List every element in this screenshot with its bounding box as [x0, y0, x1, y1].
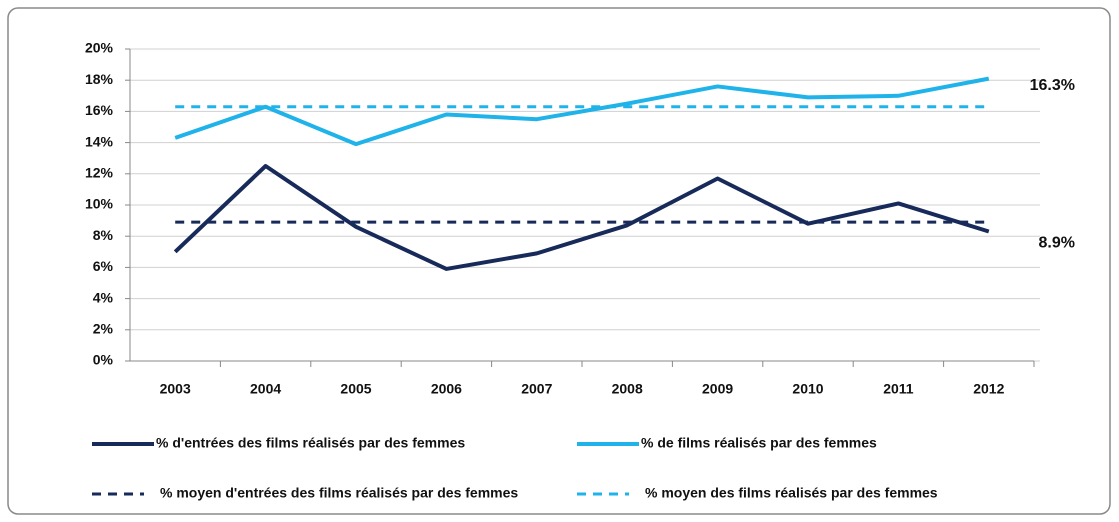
- series-line: [173, 164, 990, 271]
- series-line: [174, 76, 990, 147]
- y-tick-label: 2%: [93, 321, 114, 337]
- x-tick-label: 2007: [521, 381, 552, 397]
- annotation: 16.3%: [1030, 77, 1075, 94]
- chart-border: [7, 7, 1111, 515]
- y-tick-label: 6%: [93, 258, 114, 274]
- legend-label: % moyen des films réalisés par des femme…: [645, 485, 938, 501]
- x-tick-label: 2005: [340, 381, 371, 397]
- x-tick-label: 2012: [973, 381, 1004, 397]
- y-tick-label: 10%: [85, 196, 114, 212]
- legend-label: % d'entrées des films réalisés par des f…: [156, 435, 465, 451]
- x-tick-label: 2011: [883, 381, 914, 397]
- x-tick-label: 2009: [702, 381, 733, 397]
- y-tick-label: 8%: [93, 227, 114, 243]
- y-tick-label: 0%: [93, 352, 114, 368]
- y-tick-label: 14%: [85, 133, 114, 149]
- y-tick-label: 16%: [85, 102, 114, 118]
- annotation: 8.9%: [1039, 234, 1075, 251]
- legend-label: % moyen d'entrées des films réalisés par…: [160, 485, 518, 501]
- x-tick-label: 2008: [612, 381, 643, 397]
- x-tick-label: 2003: [160, 381, 191, 397]
- y-tick-label: 4%: [93, 289, 114, 305]
- y-tick-label: 12%: [85, 165, 114, 181]
- y-tick-label: 20%: [85, 40, 114, 56]
- legend-label: % de films réalisés par des femmes: [641, 435, 877, 451]
- x-tick-label: 2004: [250, 381, 281, 397]
- x-tick-label: 2010: [792, 381, 823, 397]
- x-tick-label: 2006: [431, 381, 462, 397]
- y-tick-label: 18%: [85, 71, 114, 87]
